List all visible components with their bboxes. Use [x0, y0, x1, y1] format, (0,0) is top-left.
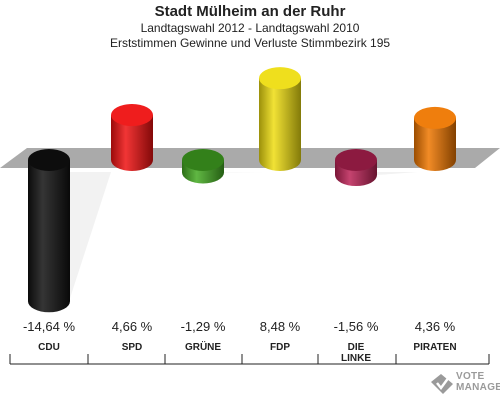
- chart-subtitle: Landtagswahl 2012 - Landtagswahl 2010: [140, 21, 360, 35]
- bar-top-cap: [259, 67, 301, 90]
- bar-bottom-cap: [259, 149, 301, 171]
- category-label: CDU: [38, 342, 60, 353]
- ballot-check-icon: [431, 374, 453, 394]
- chart-titles: Stadt Mülheim an der Ruhr Landtagswahl 2…: [0, 3, 500, 51]
- value-label: 4,66 %: [112, 319, 153, 334]
- bar-body: [28, 160, 70, 302]
- logo-line-2: MANAGER: [456, 382, 500, 393]
- vote-manager-logo: VOTE MANAGER: [428, 368, 500, 398]
- value-label: 8,48 %: [260, 319, 301, 334]
- bar-piraten: [414, 106, 456, 171]
- bar-fdp: [259, 67, 301, 171]
- category-label: GRÜNE: [185, 340, 221, 353]
- category-label: PIRATEN: [413, 342, 456, 353]
- category-label: SPD: [122, 342, 143, 353]
- logo-line-1: VOTE: [456, 371, 485, 382]
- bar-top-cap: [335, 149, 377, 171]
- bar-bottom-cap: [111, 149, 153, 171]
- chart-title: Stadt Mülheim an der Ruhr: [154, 3, 346, 20]
- bar-body: [259, 78, 301, 160]
- bar-top-cap: [111, 104, 153, 127]
- bar-bottom-cap: [414, 149, 456, 171]
- bar-spd: [111, 104, 153, 171]
- category-label: LINKE: [341, 353, 371, 364]
- value-label: -14,64 %: [23, 319, 75, 334]
- bar-top-cap: [414, 106, 456, 129]
- bar-top-cap: [182, 149, 224, 171]
- chart-subtitle-2: Erststimmen Gewinne und Verluste Stimmbe…: [109, 36, 391, 50]
- category-label: DIE: [348, 342, 365, 353]
- category-label: FDP: [270, 342, 290, 353]
- bar-top-cap: [28, 149, 70, 171]
- bar-bottom-cap: [28, 290, 70, 313]
- bar-bottom-cap: [335, 164, 377, 187]
- value-label: 4,36 %: [415, 319, 456, 334]
- bar-die-linke: [335, 149, 377, 187]
- bar-cdu: [28, 149, 70, 313]
- value-label: -1,56 %: [334, 319, 379, 334]
- bar-grüne: [182, 149, 224, 184]
- value-label: -1,29 %: [181, 319, 226, 334]
